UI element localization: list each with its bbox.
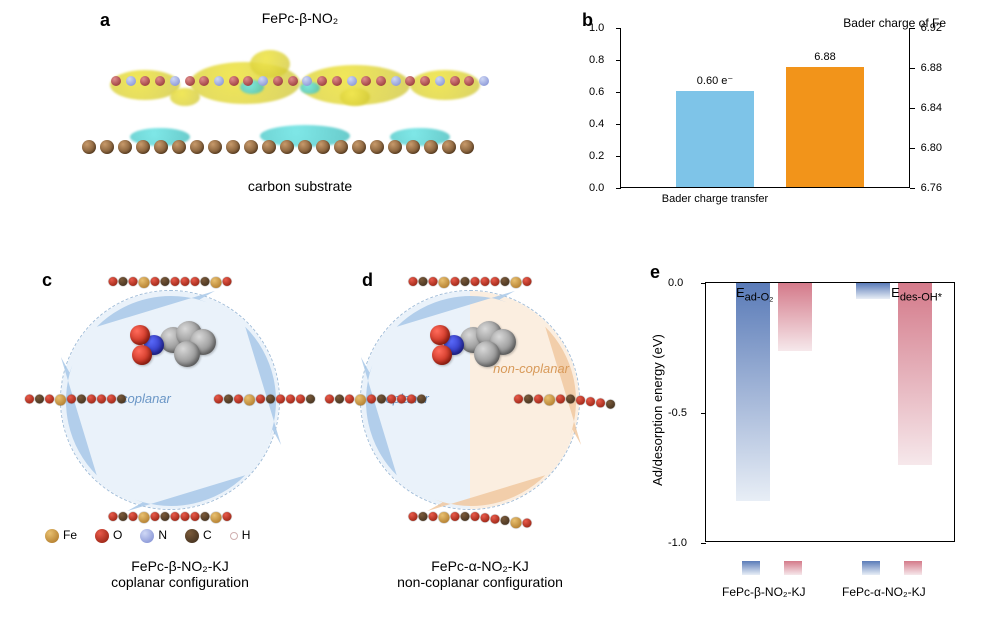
carbon-atom	[172, 140, 186, 154]
ebar-1-0	[856, 283, 890, 299]
carbon-atom	[460, 140, 474, 154]
center-molecule	[130, 319, 210, 365]
carbon-atom	[82, 140, 96, 154]
e-xlabel-1: FePc-α-NO₂-KJ	[842, 585, 962, 599]
center-molecule-d	[430, 319, 510, 365]
e-series-label-1: Edes-OH*	[891, 285, 942, 304]
caption-d-2: non-coplanar configuration	[340, 574, 620, 590]
panel-e: Ad/desorption energy (eV) -1.0-0.50.0FeP…	[650, 260, 970, 620]
carbon-atom	[208, 140, 222, 154]
carbon-atom	[388, 140, 402, 154]
carbon-atom	[226, 140, 240, 154]
mol-right-d	[514, 395, 615, 406]
carbon-atom	[316, 140, 330, 154]
ebar-1-1	[898, 283, 932, 465]
panel-b: 0.00.20.40.60.81.06.766.806.846.886.920.…	[580, 18, 960, 208]
mol-bottom-d	[409, 512, 532, 523]
panel-a-sublabel: carbon substrate	[40, 178, 560, 194]
caption-c-1: FePc-β-NO₂-KJ	[40, 558, 320, 574]
carbon-atom	[280, 140, 294, 154]
caption-c-2: coplanar configuration	[40, 574, 320, 590]
panel-a-title: FePc-β-NO₂	[40, 10, 560, 26]
carbon-atom-row	[80, 140, 520, 170]
carbon-atom	[118, 140, 132, 154]
carbon-atom	[100, 140, 114, 154]
carbon-atom	[370, 140, 384, 154]
mol-left	[25, 395, 126, 406]
carbon-atom	[334, 140, 348, 154]
caption-d-1: FePc-α-NO₂-KJ	[340, 558, 620, 574]
mol-top	[109, 277, 232, 288]
e-y-label: Ad/desorption energy (eV)	[650, 334, 665, 486]
carbon-atom	[262, 140, 276, 154]
legend-O: O	[95, 528, 122, 543]
carbon-atom	[298, 140, 312, 154]
carbon-atom	[136, 140, 150, 154]
bar-fe	[786, 67, 864, 187]
coplanar-label: coplanar	[121, 391, 171, 406]
e-series-label-0: Ead-O₂	[736, 285, 773, 304]
panel-a: FePc-β-NO₂ carbon substrate	[40, 10, 560, 220]
legend-Fe: Fe	[45, 528, 77, 543]
carbon-atom	[244, 140, 258, 154]
panel-c-caption: FePc-β-NO₂-KJ coplanar configuration	[40, 558, 320, 590]
carbon-atom	[352, 140, 366, 154]
mol-right	[214, 395, 315, 406]
e-xlabel-0: FePc-β-NO₂-KJ	[722, 585, 842, 599]
legend-H: H	[230, 528, 251, 542]
atom-legend: Fe O N C H	[45, 528, 250, 543]
carbon-atom	[190, 140, 204, 154]
carbon-atom	[442, 140, 456, 154]
right-axis-title: Bader charge of Fe	[843, 16, 946, 30]
legend-N: N	[140, 528, 167, 543]
ebar-0-0	[736, 283, 770, 501]
carbon-atom	[154, 140, 168, 154]
panel-d: coplanar non-coplanar FePc-α-NO₂-KJ non-…	[340, 270, 620, 610]
legend-C: C	[185, 528, 212, 543]
mol-bottom	[109, 512, 232, 523]
bar-transfer	[676, 91, 754, 187]
noncoplanar-circle: coplanar non-coplanar	[360, 290, 580, 510]
carbon-atom	[406, 140, 420, 154]
ebar-0-1	[778, 283, 812, 351]
bar-chart-e: -1.0-0.50.0FePc-β-NO₂-KJFePc-α-NO₂-KJEad…	[705, 282, 955, 542]
panel-c: coplanar Fe O N C H FePc-β-NO₂-KJ coplanar c…	[40, 270, 320, 610]
panel-d-caption: FePc-α-NO₂-KJ non-coplanar configuration	[340, 558, 620, 590]
mol-left-d	[325, 395, 426, 406]
coplanar-circle: coplanar	[60, 290, 280, 510]
bar-chart-b: 0.00.20.40.60.81.06.766.806.846.886.920.…	[620, 28, 910, 188]
mol-top-d	[409, 277, 532, 288]
carbon-atom	[424, 140, 438, 154]
